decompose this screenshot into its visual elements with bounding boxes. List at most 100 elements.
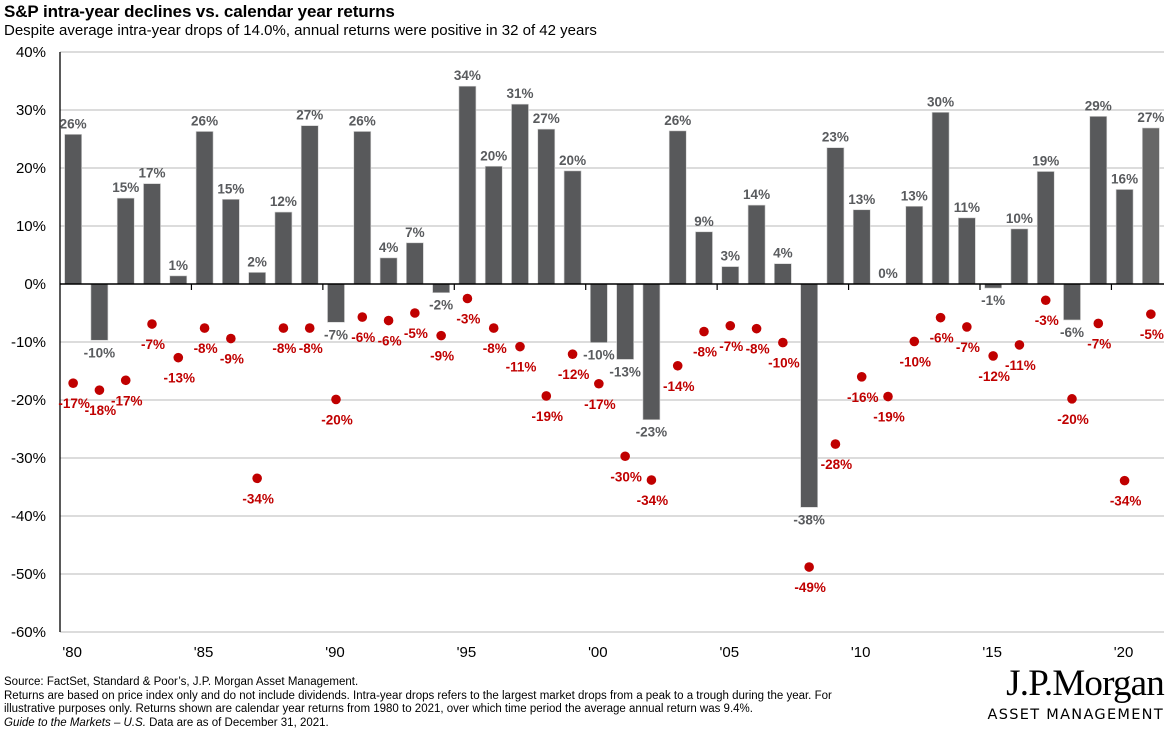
bar-value-label: -13% bbox=[609, 364, 641, 379]
footnote-note-2: illustrative purposes only. Returns show… bbox=[4, 703, 753, 716]
y-tick-label: 30% bbox=[16, 102, 46, 119]
decline-value-label: -34% bbox=[1110, 494, 1142, 509]
bar-2003 bbox=[668, 130, 687, 285]
bar-2004 bbox=[695, 231, 713, 285]
bar-1998 bbox=[537, 128, 556, 285]
decline-value-label: -34% bbox=[242, 491, 274, 506]
logo-subtitle: ASSET MANAGEMENT bbox=[987, 707, 1164, 723]
decline-value-label: -49% bbox=[794, 580, 826, 595]
bar-value-label: 34% bbox=[454, 68, 481, 83]
bar-2002 bbox=[642, 283, 661, 421]
decline-dot-1999 bbox=[567, 349, 578, 359]
decline-dot-2019 bbox=[1093, 318, 1104, 329]
decline-dot-1990 bbox=[331, 394, 341, 405]
footnote-source: Source: FactSet, Standard & Poor’s, J.P.… bbox=[4, 676, 359, 688]
bar-2021 bbox=[1142, 127, 1160, 285]
decline-dot-2020 bbox=[1119, 475, 1130, 486]
y-tick-label: -10% bbox=[11, 334, 46, 351]
bar-1993 bbox=[406, 242, 424, 285]
decline-dot-1993 bbox=[410, 308, 420, 318]
decline-value-label: -7% bbox=[956, 340, 980, 355]
guide-title: Guide to the Markets – U.S. bbox=[4, 716, 146, 729]
bar-1982 bbox=[116, 197, 135, 285]
bar-1985 bbox=[195, 131, 214, 285]
decline-value-label: -19% bbox=[873, 410, 905, 425]
decline-value-label: -11% bbox=[506, 360, 537, 375]
decline-value-label: -17% bbox=[58, 396, 90, 411]
decline-dot-1985 bbox=[199, 323, 210, 333]
x-tick-label: '15 bbox=[982, 644, 1002, 661]
data-labels: 26%-10%15%17%1%26%15%2%12%27%-7%26%4%7%-… bbox=[58, 68, 1164, 595]
bar-1995 bbox=[458, 85, 477, 285]
decline-dot-2001 bbox=[620, 451, 630, 462]
decline-dot-1986 bbox=[226, 333, 236, 344]
decline-dot-1981 bbox=[94, 385, 105, 395]
bar-value-label: 2% bbox=[247, 254, 267, 269]
decline-dot-2018 bbox=[1067, 394, 1077, 404]
bar-1999 bbox=[563, 170, 582, 285]
bar-value-label: -10% bbox=[84, 345, 116, 360]
bar-value-label: -7% bbox=[324, 327, 348, 342]
decline-value-label: -34% bbox=[637, 493, 669, 508]
decline-dot-2006 bbox=[751, 323, 762, 334]
decline-dot-1980 bbox=[68, 378, 78, 388]
bar-2009 bbox=[826, 147, 845, 285]
bar-1991 bbox=[353, 131, 372, 285]
bar-value-label: 14% bbox=[743, 187, 770, 202]
bar-value-label: 3% bbox=[721, 249, 741, 264]
bar-2007 bbox=[774, 263, 792, 285]
x-tick-label: '05 bbox=[720, 644, 740, 661]
bar-value-label: 4% bbox=[773, 246, 793, 261]
bar-value-label: 31% bbox=[506, 86, 533, 101]
bar-value-label: 7% bbox=[405, 225, 425, 240]
decline-dot-1987 bbox=[252, 473, 262, 484]
decline-value-label: -8% bbox=[194, 341, 218, 356]
decline-dot-2009 bbox=[830, 439, 841, 449]
bar-1994 bbox=[432, 283, 450, 293]
y-tick-label: -30% bbox=[11, 450, 46, 467]
y-tick-label: 10% bbox=[16, 218, 46, 235]
y-tick-label: -60% bbox=[11, 624, 46, 641]
decline-value-label: -6% bbox=[351, 330, 375, 345]
x-tick-label: '10 bbox=[851, 644, 871, 661]
decline-value-label: -17% bbox=[584, 397, 616, 412]
bar-2019 bbox=[1089, 116, 1108, 285]
bar-1992 bbox=[379, 257, 398, 285]
decline-dot-2007 bbox=[778, 337, 788, 348]
decline-dot-2002 bbox=[646, 475, 657, 485]
x-tick-label: '95 bbox=[457, 644, 477, 661]
decline-value-label: -10% bbox=[768, 356, 800, 371]
decline-value-label: -5% bbox=[404, 326, 428, 341]
x-tick-label: '80 bbox=[62, 644, 82, 661]
bar-value-label: -10% bbox=[583, 348, 615, 363]
decline-value-label: -9% bbox=[220, 352, 244, 367]
bar-value-label: 12% bbox=[270, 194, 297, 209]
bar-value-label: 20% bbox=[480, 148, 507, 163]
decline-dot-1989 bbox=[304, 323, 315, 333]
decline-dot-2017 bbox=[1040, 295, 1051, 306]
decline-value-label: -12% bbox=[978, 369, 1010, 384]
bar-2013 bbox=[931, 112, 950, 285]
bar-1983 bbox=[143, 183, 161, 285]
decline-value-label: -28% bbox=[821, 457, 853, 472]
axes bbox=[59, 52, 1164, 632]
bar-1988 bbox=[274, 211, 293, 285]
decline-value-label: -12% bbox=[558, 367, 590, 382]
y-tick-label: 20% bbox=[16, 160, 46, 177]
decline-dot-2012 bbox=[909, 336, 920, 347]
scatter-series bbox=[68, 293, 1156, 572]
decline-value-label: -9% bbox=[430, 349, 454, 364]
bar-1997 bbox=[511, 103, 529, 285]
x-tick-label: '20 bbox=[1114, 644, 1134, 661]
bar-value-label: 20% bbox=[559, 153, 586, 168]
bar-1980 bbox=[64, 134, 82, 285]
decline-value-label: -18% bbox=[85, 403, 117, 418]
bar-value-label: 27% bbox=[296, 108, 323, 123]
x-tick-label: '85 bbox=[194, 644, 214, 661]
bar-value-label: 26% bbox=[60, 116, 87, 131]
footnote-as-of: Guide to the Markets – U.S. Data are as … bbox=[4, 717, 934, 731]
decline-dot-1984 bbox=[173, 352, 184, 363]
bar-value-label: 30% bbox=[927, 94, 954, 109]
decline-value-label: -3% bbox=[1035, 313, 1059, 328]
bar-2020 bbox=[1115, 189, 1134, 285]
